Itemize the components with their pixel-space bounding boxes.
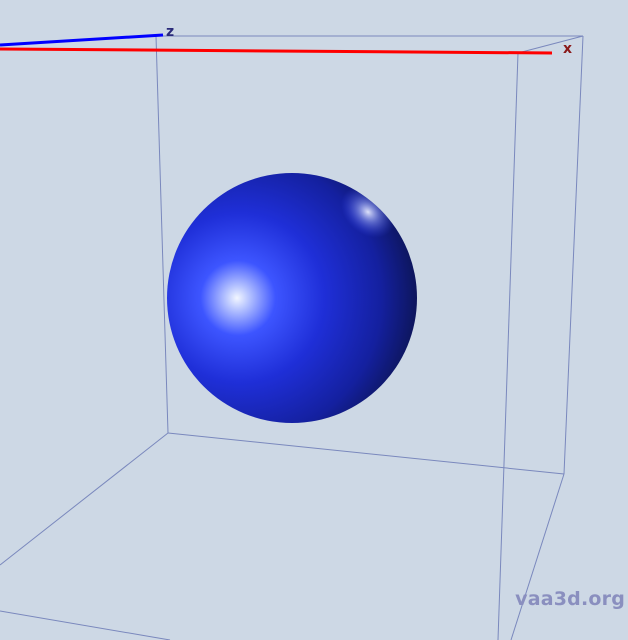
x-axis-label: x <box>563 41 572 57</box>
watermark: vaa3d.org <box>515 588 625 610</box>
bounding-box <box>0 35 584 640</box>
sphere-icon[interactable] <box>167 173 417 423</box>
x-axis: x <box>0 41 572 57</box>
z-axis: z <box>0 24 174 47</box>
z-axis-label: z <box>166 24 174 40</box>
